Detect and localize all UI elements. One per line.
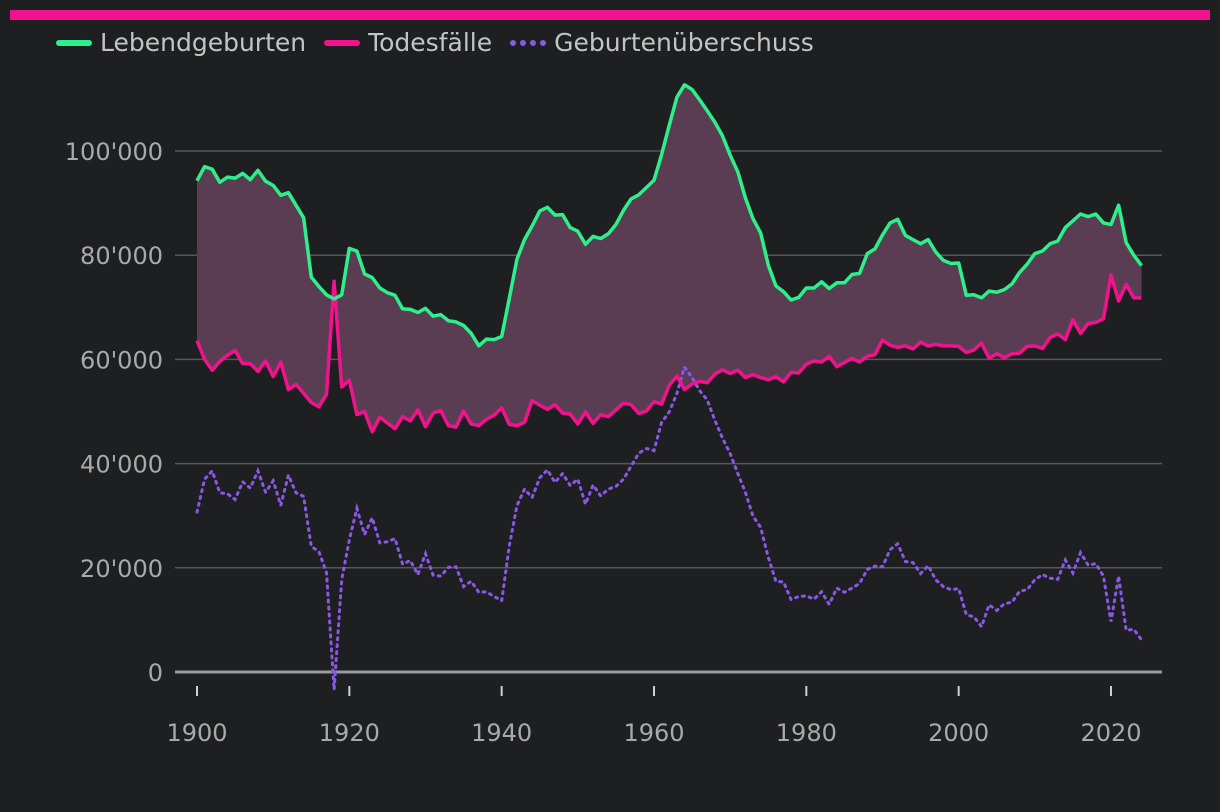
legend-label-deaths: Todesfälle: [368, 28, 493, 57]
legend-label-births: Lebendgeburten: [100, 28, 307, 57]
x-tick-label: 1940: [471, 719, 532, 747]
y-tick-label: 40'000: [80, 451, 163, 479]
legend-swatch-surplus: [510, 40, 547, 46]
x-tick-label: 1980: [776, 719, 837, 747]
y-tick-label: 100'000: [65, 138, 163, 166]
series-line-deaths: [195, 273, 1142, 434]
x-tick-label: 2020: [1080, 719, 1141, 747]
x-tick-label: 1900: [166, 719, 227, 747]
x-tick-label: 2000: [928, 719, 989, 747]
y-tick-label: 60'000: [80, 346, 163, 374]
legend-swatch-births: [56, 40, 92, 46]
y-axis-tick-labels: 0 20'000 40'000 60'000 80'000 100'000: [65, 138, 163, 687]
y-tick-label: 20'000: [80, 555, 163, 583]
series-line-births: [195, 83, 1143, 348]
x-axis-ticks: 1900 1920 1940 1960 1980 2000 2020: [166, 686, 1142, 747]
legend-item-surplus: Geburtenüberschuss: [510, 26, 814, 60]
legend-swatch-deaths: [324, 40, 361, 46]
series-line-surplus: [195, 363, 1143, 690]
top-accent-bar: [10, 10, 1210, 20]
y-tick-label: 0: [148, 659, 163, 687]
chart-legend: Lebendgeburten Todesfälle Geburtenübersc…: [56, 26, 814, 60]
y-tick-label: 80'000: [80, 242, 163, 270]
x-tick-label: 1920: [319, 719, 380, 747]
x-tick-label: 1960: [623, 719, 684, 747]
legend-label-surplus: Geburtenüberschuss: [554, 28, 814, 57]
legend-item-deaths: Todesfälle: [324, 26, 492, 60]
legend-item-births: Lebendgeburten: [56, 26, 306, 60]
area-births-deaths-gap: [197, 84, 1142, 432]
